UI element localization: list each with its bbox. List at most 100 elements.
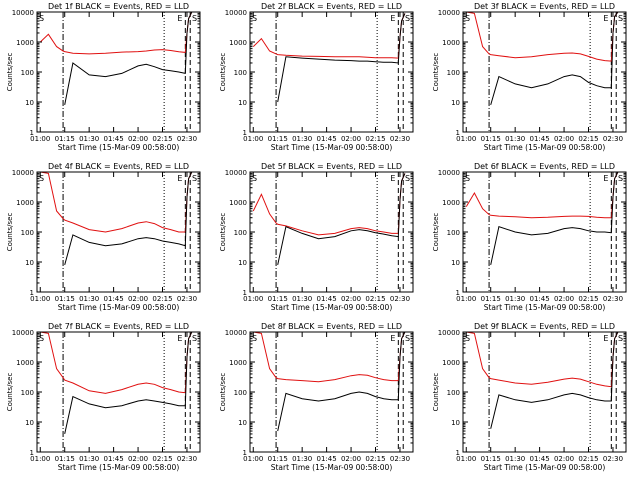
lld-series-line [466, 12, 619, 62]
y-tick-label: 1000 [442, 39, 460, 47]
x-tick-label: 01:00 [30, 295, 50, 303]
y-tick-label: 100 [234, 229, 247, 237]
x-tick-label: 01:45 [317, 295, 337, 303]
x-axis-label: Start Time (15-Mar-09 00:58:00) [58, 143, 180, 152]
y-tick-label: 100 [234, 69, 247, 77]
segment-marker-label: S [618, 174, 623, 183]
y-axis-label: Counts/sec [219, 213, 227, 252]
segment-marker-label: S [465, 334, 470, 343]
x-tick-label: 02:00 [341, 295, 361, 303]
x-tick-label: 02:00 [554, 295, 574, 303]
y-tick-label: 10000 [12, 329, 34, 337]
y-tick-label: 1 [30, 449, 34, 457]
y-tick-label: 100 [21, 69, 34, 77]
x-tick-label: 02:30 [603, 455, 623, 463]
x-tick-label: 02:15 [578, 455, 598, 463]
y-tick-label: 10 [238, 99, 247, 107]
segment-marker-label: S [405, 14, 410, 23]
y-tick-label: 100 [447, 229, 460, 237]
y-axis-label: Counts/sec [6, 53, 14, 92]
x-tick-label: 01:30 [79, 295, 99, 303]
lld-series-line [465, 172, 619, 219]
x-tick-label: 01:30 [292, 455, 312, 463]
y-tick-label: 1000 [442, 199, 460, 207]
lld-series-line [39, 12, 193, 55]
x-tick-label: 02:30 [177, 135, 197, 143]
y-tick-label: 1000 [229, 199, 247, 207]
segment-marker-label: S [252, 334, 257, 343]
x-axis-label: Start Time (15-Mar-09 00:58:00) [271, 303, 393, 312]
plot-frame [249, 11, 414, 133]
y-tick-label: 10 [25, 99, 34, 107]
x-axis-label: Start Time (15-Mar-09 00:58:00) [58, 303, 180, 312]
x-tick-label: 01:30 [292, 135, 312, 143]
y-tick-label: 10000 [225, 9, 247, 17]
segment-marker-label: S [192, 334, 197, 343]
chart-title: Det 3f BLACK = Events, RED = LLD [474, 2, 615, 11]
segment-marker-label: E [603, 334, 608, 343]
segment-marker-label: E [603, 14, 608, 23]
x-tick-label: 01:45 [530, 455, 550, 463]
x-tick-label: 02:00 [128, 135, 148, 143]
y-tick-label: 10 [25, 419, 34, 427]
y-axis-label: Counts/sec [6, 213, 14, 252]
x-tick-label: 01:00 [456, 455, 476, 463]
events-series-line [64, 332, 193, 435]
y-tick-label: 10 [238, 259, 247, 267]
segment-marker-label: S [405, 174, 410, 183]
x-tick-label: 02:00 [128, 295, 148, 303]
x-axis-label: Start Time (15-Mar-09 00:58:00) [484, 143, 606, 152]
plot-frame [249, 331, 414, 453]
segment-marker-label: E [603, 174, 608, 183]
y-tick-label: 1 [456, 449, 460, 457]
y-axis-label: Counts/sec [432, 53, 440, 92]
plot-frame [36, 331, 201, 453]
chart-title: Det 5f BLACK = Events, RED = LLD [261, 162, 402, 171]
y-tick-label: 1000 [16, 39, 34, 47]
x-tick-label: 02:15 [365, 135, 385, 143]
x-tick-label: 01:45 [104, 135, 124, 143]
x-tick-label: 02:30 [603, 295, 623, 303]
x-tick-label: 01:15 [55, 135, 75, 143]
x-tick-label: 02:30 [390, 455, 410, 463]
segment-marker-label: S [465, 14, 470, 23]
y-tick-label: 1 [243, 289, 247, 297]
segment-marker-label: S [252, 174, 257, 183]
plot-frame [36, 171, 201, 293]
y-tick-label: 10 [238, 419, 247, 427]
y-tick-label: 1000 [229, 359, 247, 367]
x-tick-label: 02:00 [341, 135, 361, 143]
y-tick-label: 1 [30, 289, 34, 297]
y-axis-label: Counts/sec [6, 373, 14, 412]
y-tick-label: 10 [451, 259, 460, 267]
plot-frame [462, 331, 627, 453]
x-tick-label: 02:30 [177, 455, 197, 463]
segment-marker-label: S [192, 174, 197, 183]
x-tick-label: 01:30 [505, 295, 525, 303]
segment-marker-label: S [192, 14, 197, 23]
x-tick-label: 01:45 [530, 135, 550, 143]
x-axis-label: Start Time (15-Mar-09 00:58:00) [271, 463, 393, 472]
chart-title: Det 8f BLACK = Events, RED = LLD [261, 322, 402, 331]
events-series-line [490, 332, 619, 429]
y-tick-label: 1 [243, 449, 247, 457]
x-tick-label: 02:00 [554, 135, 574, 143]
events-series-line [490, 12, 619, 106]
x-tick-label: 01:45 [104, 455, 124, 463]
chart-title: Det 4f BLACK = Events, RED = LLD [48, 162, 189, 171]
segment-marker-label: S [618, 14, 623, 23]
y-tick-label: 1 [30, 129, 34, 137]
x-tick-label: 01:15 [55, 295, 75, 303]
segment-marker-label: E [177, 174, 182, 183]
y-tick-label: 100 [234, 389, 247, 397]
x-tick-label: 02:00 [341, 455, 361, 463]
chart-title: Det 7f BLACK = Events, RED = LLD [48, 322, 189, 331]
segment-marker-label: S [252, 14, 257, 23]
segment-marker-label: E [177, 334, 182, 343]
